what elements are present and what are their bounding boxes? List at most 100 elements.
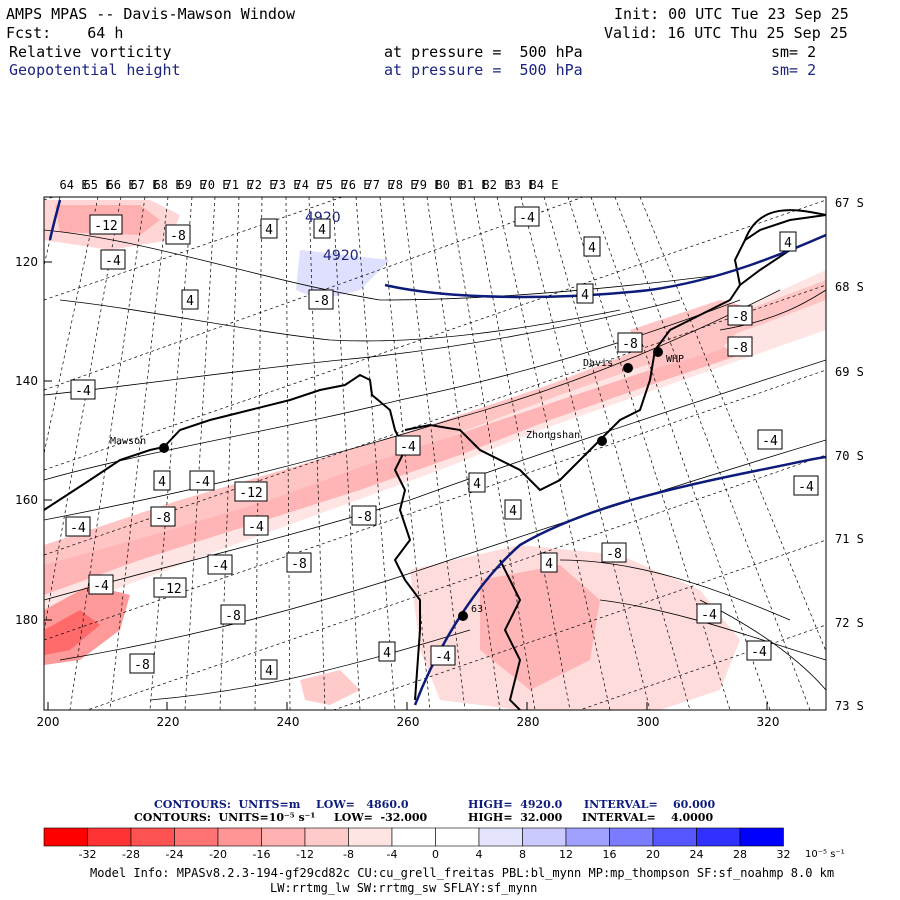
vorticity-label-box: -8 — [129, 653, 155, 674]
vorticity-label: 4 — [581, 288, 589, 303]
vorticity-label: 4 — [265, 664, 273, 679]
field2-smoothing: sm= 2 — [771, 61, 817, 79]
model-title: AMPS MPAS -- Davis-Mawson Window — [6, 5, 295, 23]
vorticity-label: -8 — [225, 609, 241, 624]
graticule-latitudes — [44, 197, 826, 710]
station-marker-zhongshan — [597, 436, 607, 446]
lat-label: 71 S — [835, 532, 864, 546]
field2-name: Geopotential height — [9, 61, 181, 79]
lon-label: 72 E — [248, 178, 277, 192]
vorticity-label: -4 — [762, 434, 778, 449]
vorticity-label: 4 — [509, 504, 517, 519]
vorticity-label-box: 4 — [378, 641, 396, 662]
vorticity-label-box: -4 — [65, 516, 91, 537]
y-tick-label: 140 — [15, 374, 38, 388]
vorticity-label: -4 — [400, 440, 416, 455]
vorticity-label: 4 — [265, 223, 273, 238]
colorbar-swatch — [217, 827, 262, 847]
model-info-physics: LW:rrtmg_lw SW:rrtmg_sw SFLAY:sf_mynn — [270, 881, 538, 895]
vorticity-label: -8 — [313, 294, 329, 309]
height-contours — [48, 199, 826, 706]
colorbar-swatch — [130, 827, 175, 847]
vorticity-label-box: -4 — [395, 435, 421, 456]
vorticity-label-box: 4 — [583, 236, 601, 257]
colorbar-tick-label: -28 — [122, 848, 140, 861]
station-names: Mawson Davis WHP Zhongshan 63 — [110, 354, 684, 615]
vorticity-label-box: -4 — [696, 603, 722, 624]
station-marker-mawson — [159, 443, 169, 453]
vorticity-label: -4 — [751, 645, 767, 660]
vorticity-label: -4 — [435, 650, 451, 665]
lat-label: 70 S — [835, 449, 864, 463]
vorticity-label-box: -8 — [601, 542, 627, 563]
vorticity-label-box: -8 — [220, 604, 246, 625]
colorbar-tick-label: -32 — [79, 848, 97, 861]
vorticity-label: -8 — [606, 547, 622, 562]
colorbar-swatch — [696, 827, 741, 847]
colorbar-tick-label: 28 — [733, 848, 747, 861]
left-axis: 120 140 160 180 — [15, 255, 52, 627]
colorbar-tick-label: -16 — [253, 848, 271, 861]
lat-label: 69 S — [835, 365, 864, 379]
colorbar-swatch — [522, 827, 567, 847]
vorticity-label-box: -8 — [165, 224, 191, 245]
colorbar — [43, 827, 784, 847]
vorticity-label: -4 — [212, 559, 228, 574]
lon-label: 69 E — [178, 178, 207, 192]
vorticity-label-box: -4 — [189, 470, 215, 491]
vorticity-label: -12 — [158, 582, 181, 597]
x-tick-label: 260 — [397, 715, 420, 729]
vorticity-label: -4 — [70, 521, 86, 536]
vorticity-label: -8 — [170, 229, 186, 244]
x-tick-label: 300 — [637, 715, 660, 729]
vorticity-label: -4 — [75, 384, 91, 399]
lat-label: 67 S — [835, 196, 864, 210]
lon-label: 83 E — [507, 178, 536, 192]
contours-height-high: HIGH= 4920.0 — [468, 798, 563, 811]
station-markers — [159, 347, 663, 621]
colorbar-tick-label: -24 — [166, 848, 184, 861]
colorbar-swatch — [43, 827, 88, 847]
vorticity-label: 4 — [383, 646, 391, 661]
lon-label: 81 E — [460, 178, 489, 192]
vorticity-label: -4 — [798, 480, 814, 495]
lon-label: 73 E — [272, 178, 301, 192]
colorbar-tick-label: 20 — [646, 848, 660, 861]
vorticity-label-box: -8 — [286, 552, 312, 573]
vorticity-label: -4 — [519, 211, 535, 226]
lon-label: 71 E — [225, 178, 254, 192]
colorbar-swatch — [652, 827, 697, 847]
contours-vort-high: HIGH= 32.000 — [468, 811, 563, 824]
colorbar-swatch — [87, 827, 132, 847]
y-tick-label: 180 — [15, 613, 38, 627]
field1-smoothing: sm= 2 — [771, 43, 817, 61]
vorticity-label-box: 4 — [576, 283, 594, 304]
lon-label: 64 E — [60, 178, 89, 192]
vorticity-label-box: -12 — [234, 481, 268, 502]
colorbar-swatch — [739, 827, 784, 847]
lon-label: 79 E — [413, 178, 442, 192]
vorticity-label-box: 4 — [260, 659, 278, 680]
x-tick-label: 220 — [157, 715, 180, 729]
contours-height-label: CONTOURS: UNITS=m — [154, 798, 301, 811]
colorbar-swatch — [391, 827, 436, 847]
vorticity-label-box: -4 — [70, 379, 96, 400]
colorbar-tick-label: 8 — [519, 848, 526, 861]
field1-name: Relative vorticity — [9, 43, 172, 61]
y-tick-label: 120 — [15, 255, 38, 269]
vorticity-label: -8 — [155, 511, 171, 526]
vorticity-label: -4 — [701, 608, 717, 623]
lon-label: 80 E — [436, 178, 465, 192]
vorticity-label-box: -8 — [308, 289, 334, 310]
vorticity-label: 4 — [545, 557, 553, 572]
x-tick-label: 200 — [37, 715, 60, 729]
x-tick-label: 240 — [277, 715, 300, 729]
x-tick-label: 280 — [517, 715, 540, 729]
vorticity-shading — [44, 200, 826, 710]
colorbar-tick-label: 0 — [432, 848, 439, 861]
vorticity-label-box: -4 — [793, 475, 819, 496]
vorticity-label: -12 — [239, 486, 262, 501]
vorticity-label: -8 — [356, 510, 372, 525]
colorbar-unit: 10⁻⁵ s⁻¹ — [805, 849, 845, 860]
